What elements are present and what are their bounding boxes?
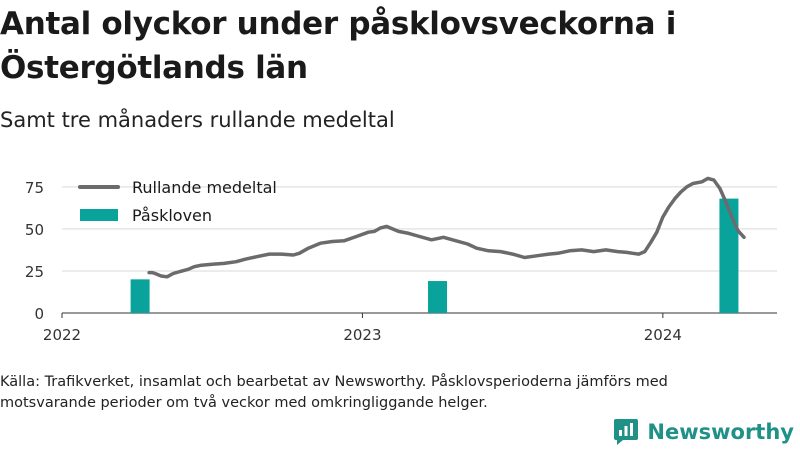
source-caption: Källa: Trafikverket, insamlat och bearbe… — [0, 374, 668, 411]
y-tick-label: 25 — [25, 263, 44, 281]
line-rullande-medeltal — [147, 176, 746, 279]
legend-swatch-bar — [80, 209, 118, 221]
bar-paskloven — [719, 198, 739, 313]
bar-paskloven — [428, 281, 448, 313]
chart-title: Antal olyckor under påsklovsveckorna i Ö… — [0, 6, 677, 86]
y-tick-label: 75 — [25, 179, 44, 197]
y-tick-label: 50 — [25, 221, 44, 239]
bar-paskloven — [130, 279, 150, 313]
legend-label-bar: Påskloven — [132, 206, 212, 225]
chart-subtitle: Samt tre månaders rullande medeltal — [0, 108, 395, 132]
x-tick-label: 2024 — [644, 326, 682, 344]
brand-name: Newsworthy — [647, 420, 794, 444]
newsworthy-logo-icon — [614, 419, 639, 445]
x-tick-label: 2023 — [343, 326, 381, 344]
legend-label-line: Rullande medeltal — [132, 178, 277, 197]
x-tick-label: 2022 — [43, 326, 81, 344]
brand[interactable]: Newsworthy — [613, 418, 794, 446]
y-tick-label: 0 — [34, 305, 44, 323]
chart-area: 0 25 50 75 2022 2023 2024 Rullande medeltal Påsk… — [25, 176, 777, 344]
